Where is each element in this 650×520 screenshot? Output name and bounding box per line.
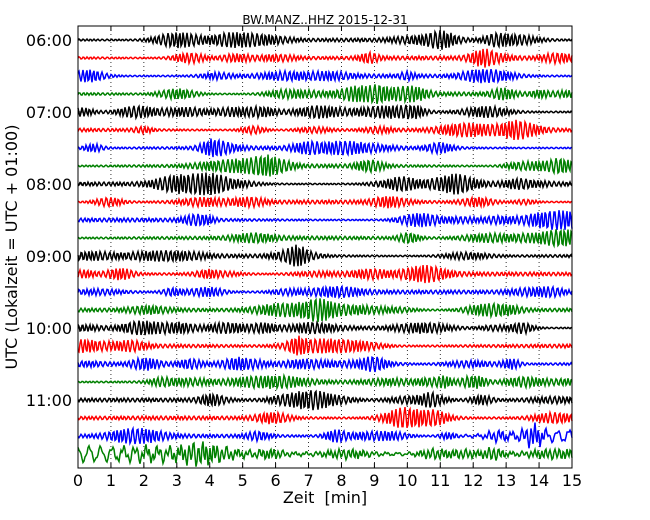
trace-line [77, 228, 573, 249]
y-tick-label: 06:00 [26, 31, 72, 50]
trace-line [77, 422, 573, 449]
x-tick-label: 2 [139, 471, 149, 490]
x-tick-label: 12 [463, 471, 483, 490]
trace-line [77, 355, 573, 373]
x-tick-label: 13 [496, 471, 516, 490]
trace-line [77, 29, 573, 50]
x-tick-label: 0 [73, 471, 83, 490]
chart-title: BW.MANZ..HHZ 2015-12-31 [242, 13, 407, 27]
trace-line [77, 372, 573, 391]
trace-line [77, 48, 573, 68]
x-axis-label: Zeit [min] [283, 488, 367, 507]
trace-line [77, 284, 573, 300]
x-tick-label: 8 [336, 471, 346, 490]
trace-line [77, 119, 573, 140]
x-axis: 0 1 2 3 4 5 6 7 8 9 10 11 12 13 14 15 [73, 26, 582, 490]
trace-line [77, 172, 573, 196]
trace-line [77, 103, 573, 121]
grid-lines [110, 26, 540, 468]
trace-line [77, 319, 573, 337]
plot-frame [77, 25, 573, 469]
x-tick-label: 6 [271, 471, 281, 490]
x-tick-label: 5 [238, 471, 248, 490]
y-tick-label: 07:00 [26, 103, 72, 122]
x-tick-label: 15 [562, 471, 582, 490]
trace-line [77, 154, 573, 177]
trace-line [77, 335, 573, 356]
trace-line [77, 195, 573, 210]
x-tick-label: 1 [106, 471, 116, 490]
trace-line [77, 441, 573, 467]
x-tick-label: 3 [172, 471, 182, 490]
trace-line [77, 264, 573, 284]
y-tick-label: 08:00 [26, 175, 72, 194]
y-axis: 06:00 07:00 08:00 09:00 10:00 11:00 [26, 31, 572, 410]
trace-line [77, 406, 573, 429]
x-tick-label: 11 [430, 471, 450, 490]
x-tick-label: 7 [303, 471, 313, 490]
trace-line [77, 137, 573, 158]
y-tick-label: 10:00 [26, 319, 72, 338]
x-tick-label: 10 [397, 471, 417, 490]
trace-line [77, 297, 573, 323]
trace-line [77, 210, 573, 231]
y-axis-label: UTC (Lokalzeit = UTC + 01:00) [2, 125, 21, 370]
x-tick-label: 14 [529, 471, 549, 490]
trace-line [77, 68, 573, 85]
y-tick-label: 11:00 [26, 391, 72, 410]
x-tick-label: 4 [205, 471, 215, 490]
trace-line [77, 84, 573, 105]
traces [77, 29, 573, 467]
trace-line [77, 244, 573, 267]
y-tick-label: 09:00 [26, 247, 72, 266]
x-tick-label: 9 [369, 471, 379, 490]
trace-line [77, 389, 573, 411]
